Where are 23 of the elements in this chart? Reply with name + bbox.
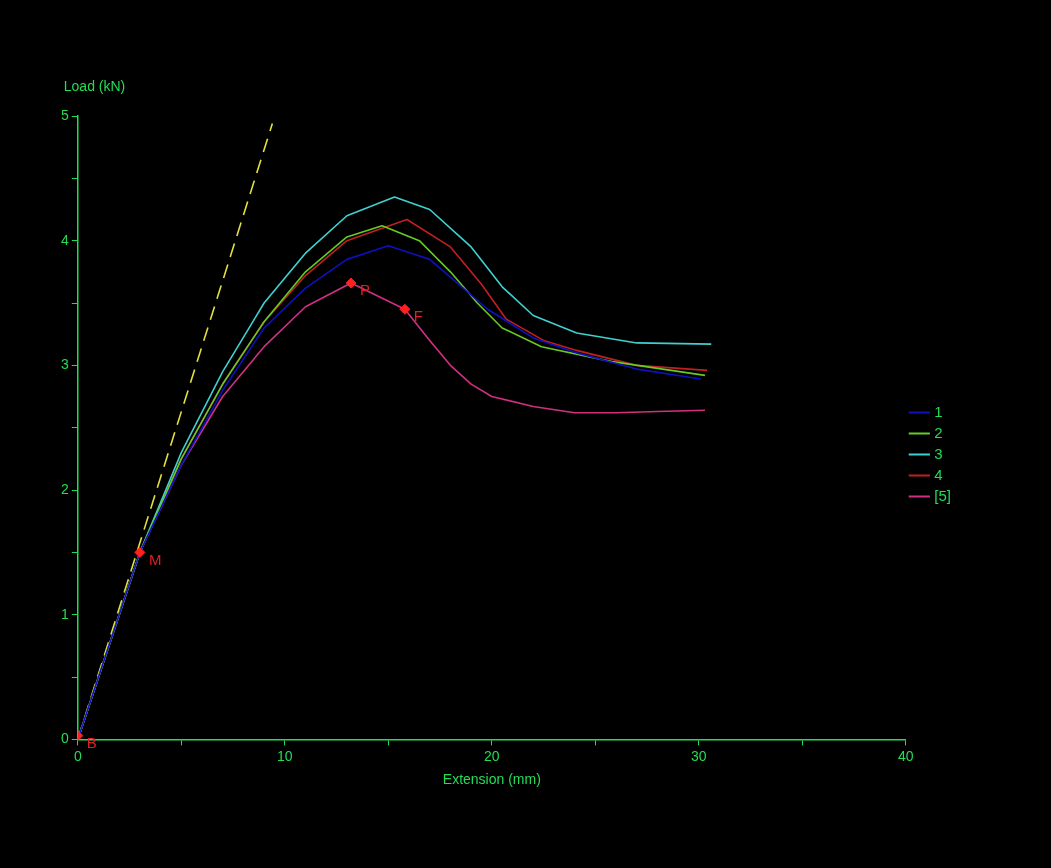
y-tick-label: 3 (60, 356, 69, 373)
legend-label: [5] (934, 486, 952, 504)
y-axis-title: Load (kN) (63, 77, 126, 94)
point (399, 303, 411, 315)
x-tick-label: 40 (898, 747, 914, 764)
y-tick-label: 0 (60, 730, 69, 747)
x-tick-label: 20 (484, 747, 500, 764)
x-tick-label: 30 (691, 747, 707, 764)
annotation: M (148, 550, 162, 568)
x-axis-title: Extension (mm) (442, 771, 541, 788)
legend-label: 1 (934, 402, 943, 420)
annotation: F (413, 307, 424, 325)
point (345, 277, 357, 289)
y-tick-label: 4 (60, 231, 69, 248)
point (134, 546, 146, 558)
y-tick-label: 2 (60, 480, 69, 497)
y-tick-label: 5 (60, 106, 69, 123)
legend-label: 3 (934, 444, 943, 462)
x-tick-label: 0 (73, 747, 82, 764)
x-tick-label: 10 (277, 747, 293, 764)
y-tick-label: 1 (60, 605, 69, 622)
legend-label: 2 (934, 423, 943, 441)
legend-label: 4 (934, 465, 943, 483)
